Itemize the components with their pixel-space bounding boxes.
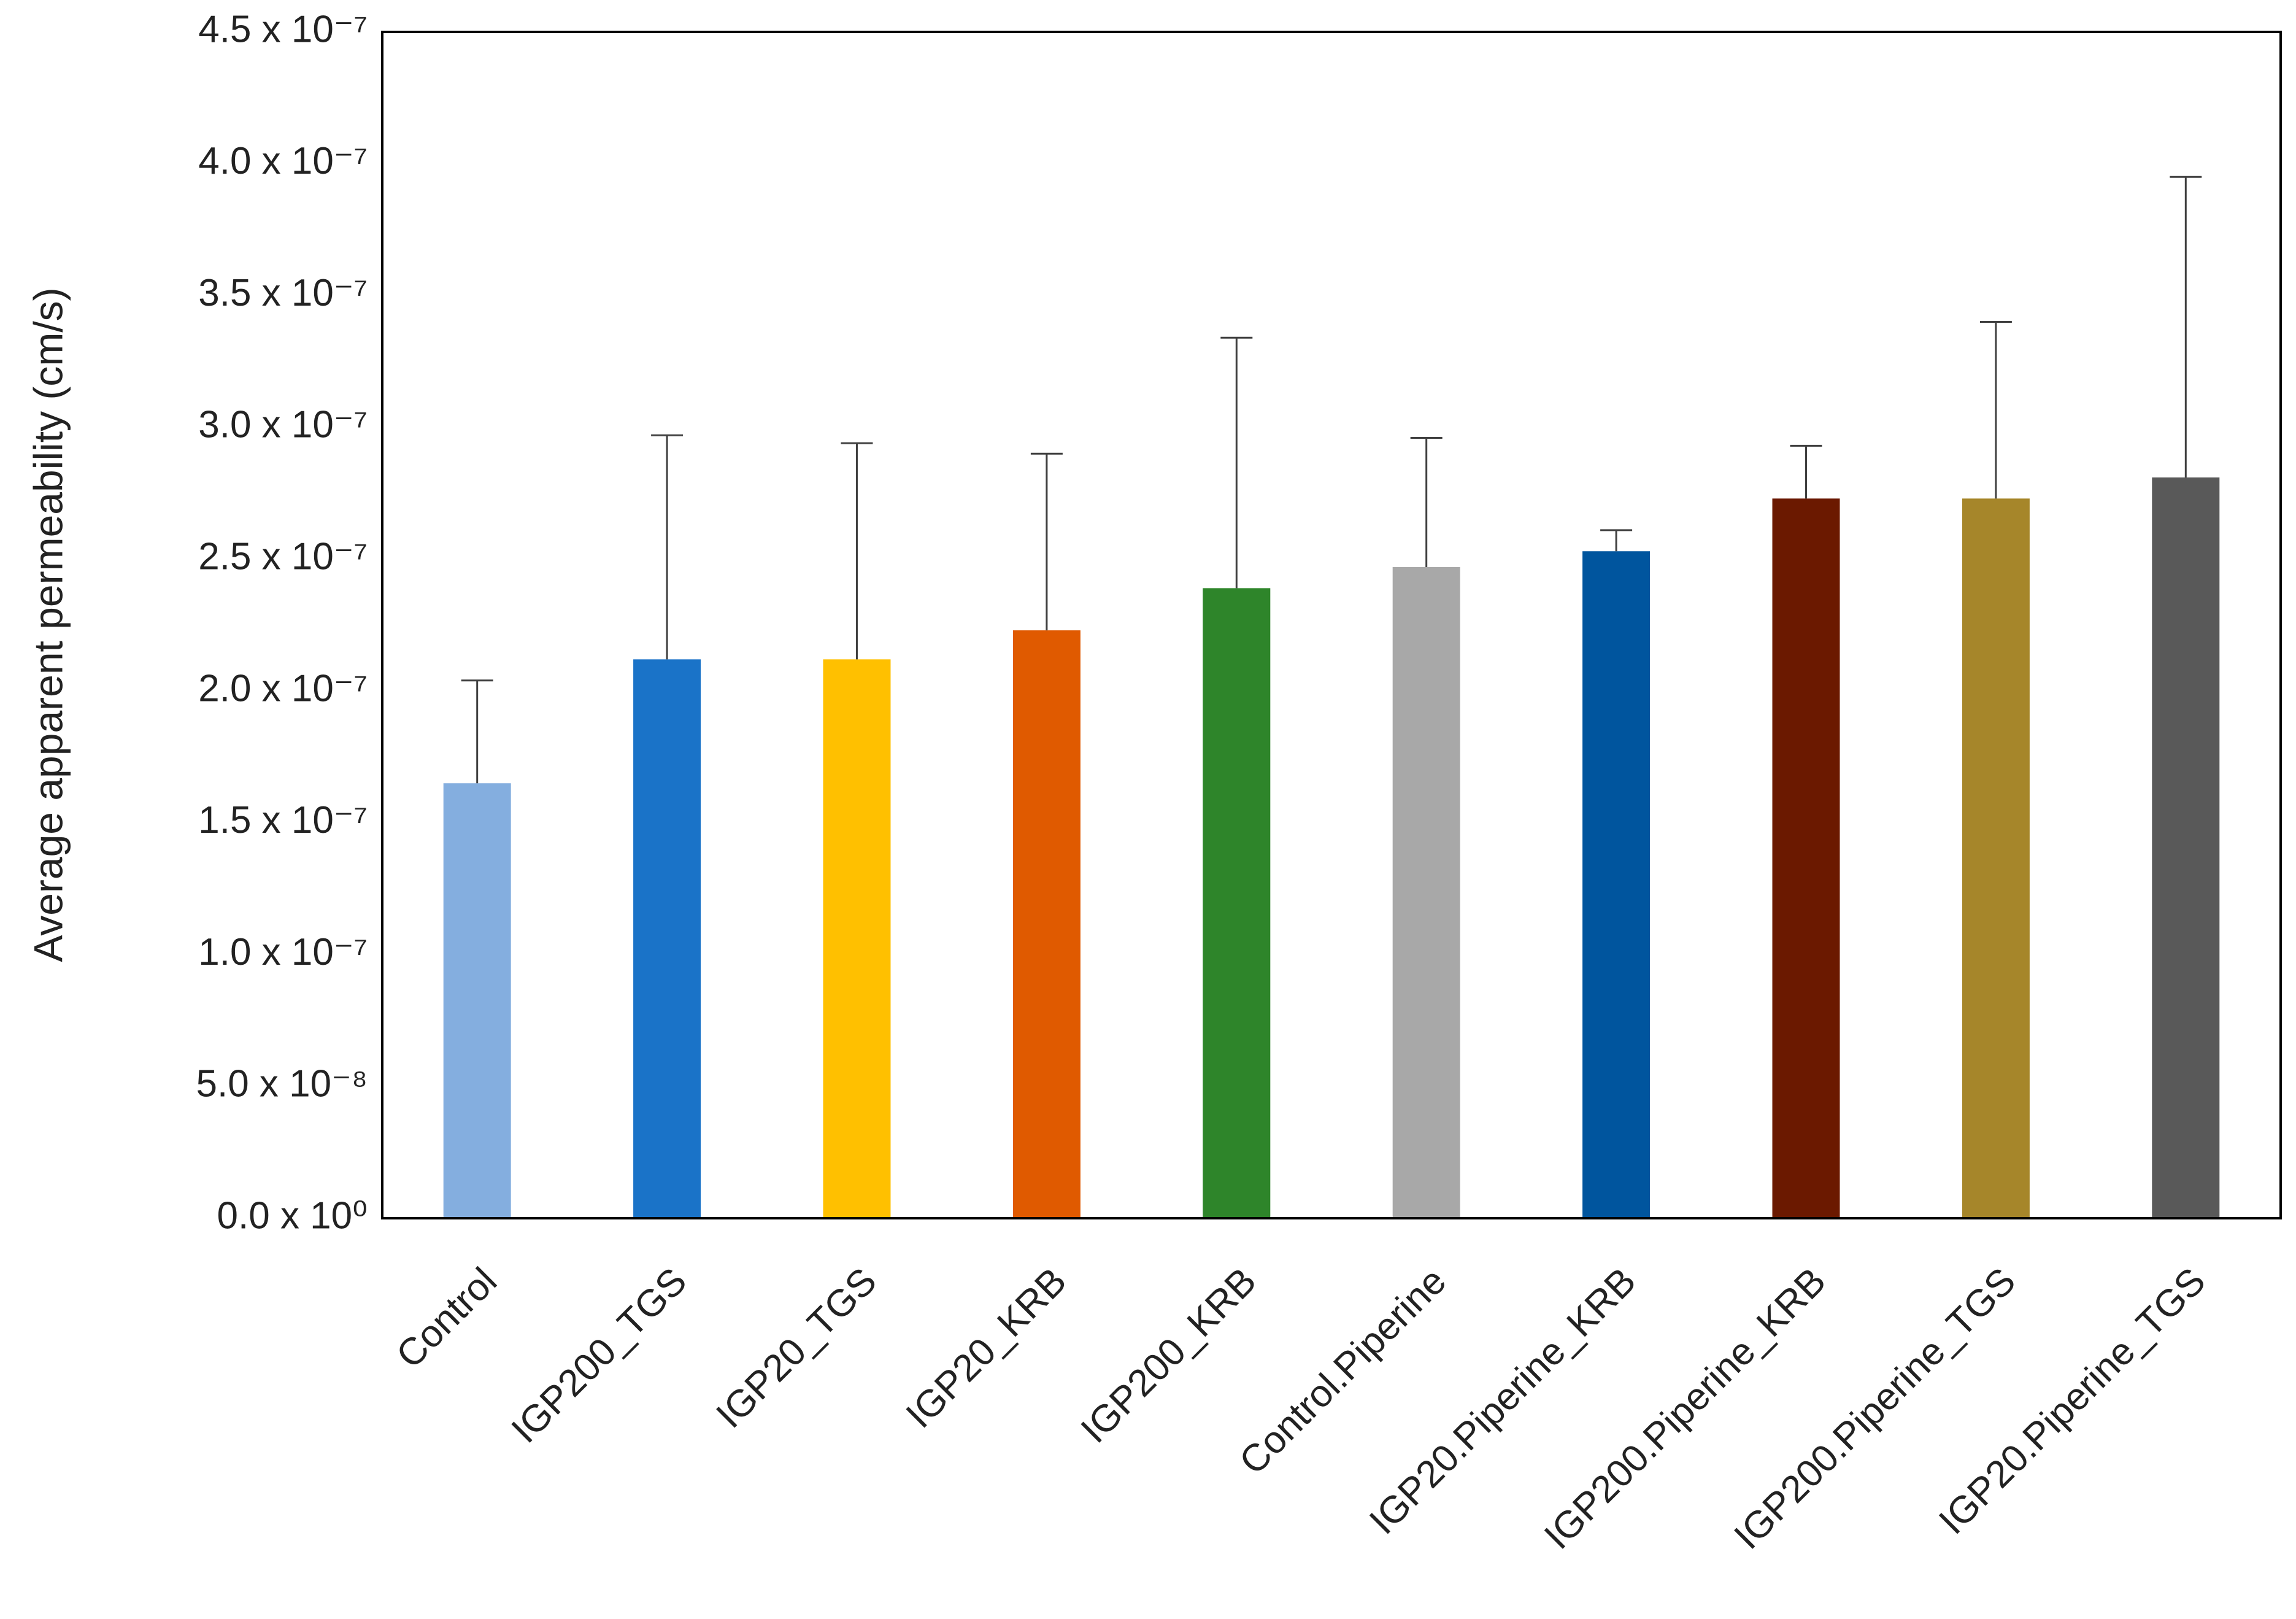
bar: [633, 659, 701, 1218]
bar: [1392, 566, 1460, 1218]
bar: [1582, 551, 1651, 1219]
bar: [443, 783, 511, 1218]
y-tick-label: 0.0 x 10⁰: [217, 1194, 368, 1237]
bar: [1203, 588, 1271, 1218]
y-axis-title: Average apparent permeability (cm/s): [25, 287, 71, 962]
bar: [823, 659, 891, 1218]
bar: [1012, 630, 1081, 1218]
y-tick-label: 4.5 x 10⁻⁷: [198, 8, 368, 50]
y-tick-label: 3.0 x 10⁻⁷: [198, 404, 368, 446]
y-tick-label: 1.0 x 10⁻⁷: [198, 931, 368, 973]
y-tick-label: 4.0 x 10⁻⁷: [198, 140, 368, 182]
y-tick-label: 5.0 x 10⁻⁸: [196, 1063, 368, 1105]
x-tick-label: Control.Piperine: [1231, 1260, 1454, 1483]
y-tick-label: 2.0 x 10⁻⁷: [198, 667, 368, 709]
bar: [2152, 477, 2220, 1218]
bar: [1772, 498, 1840, 1218]
y-tick-label: 2.5 x 10⁻⁷: [198, 535, 368, 578]
y-tick-label: 1.5 x 10⁻⁷: [198, 799, 368, 841]
y-tick-label: 3.5 x 10⁻⁷: [198, 272, 368, 314]
bar: [1962, 498, 2030, 1218]
plot-frame: [381, 31, 2282, 1219]
x-tick-label: IGP200_KRB: [1073, 1260, 1265, 1451]
x-tick-label: IGP20_KRB: [898, 1260, 1075, 1437]
x-tick-label: IGP20_TGS: [708, 1260, 885, 1437]
x-tick-label: Control: [388, 1260, 505, 1377]
x-tick-label: IGP200_TGS: [504, 1260, 695, 1451]
